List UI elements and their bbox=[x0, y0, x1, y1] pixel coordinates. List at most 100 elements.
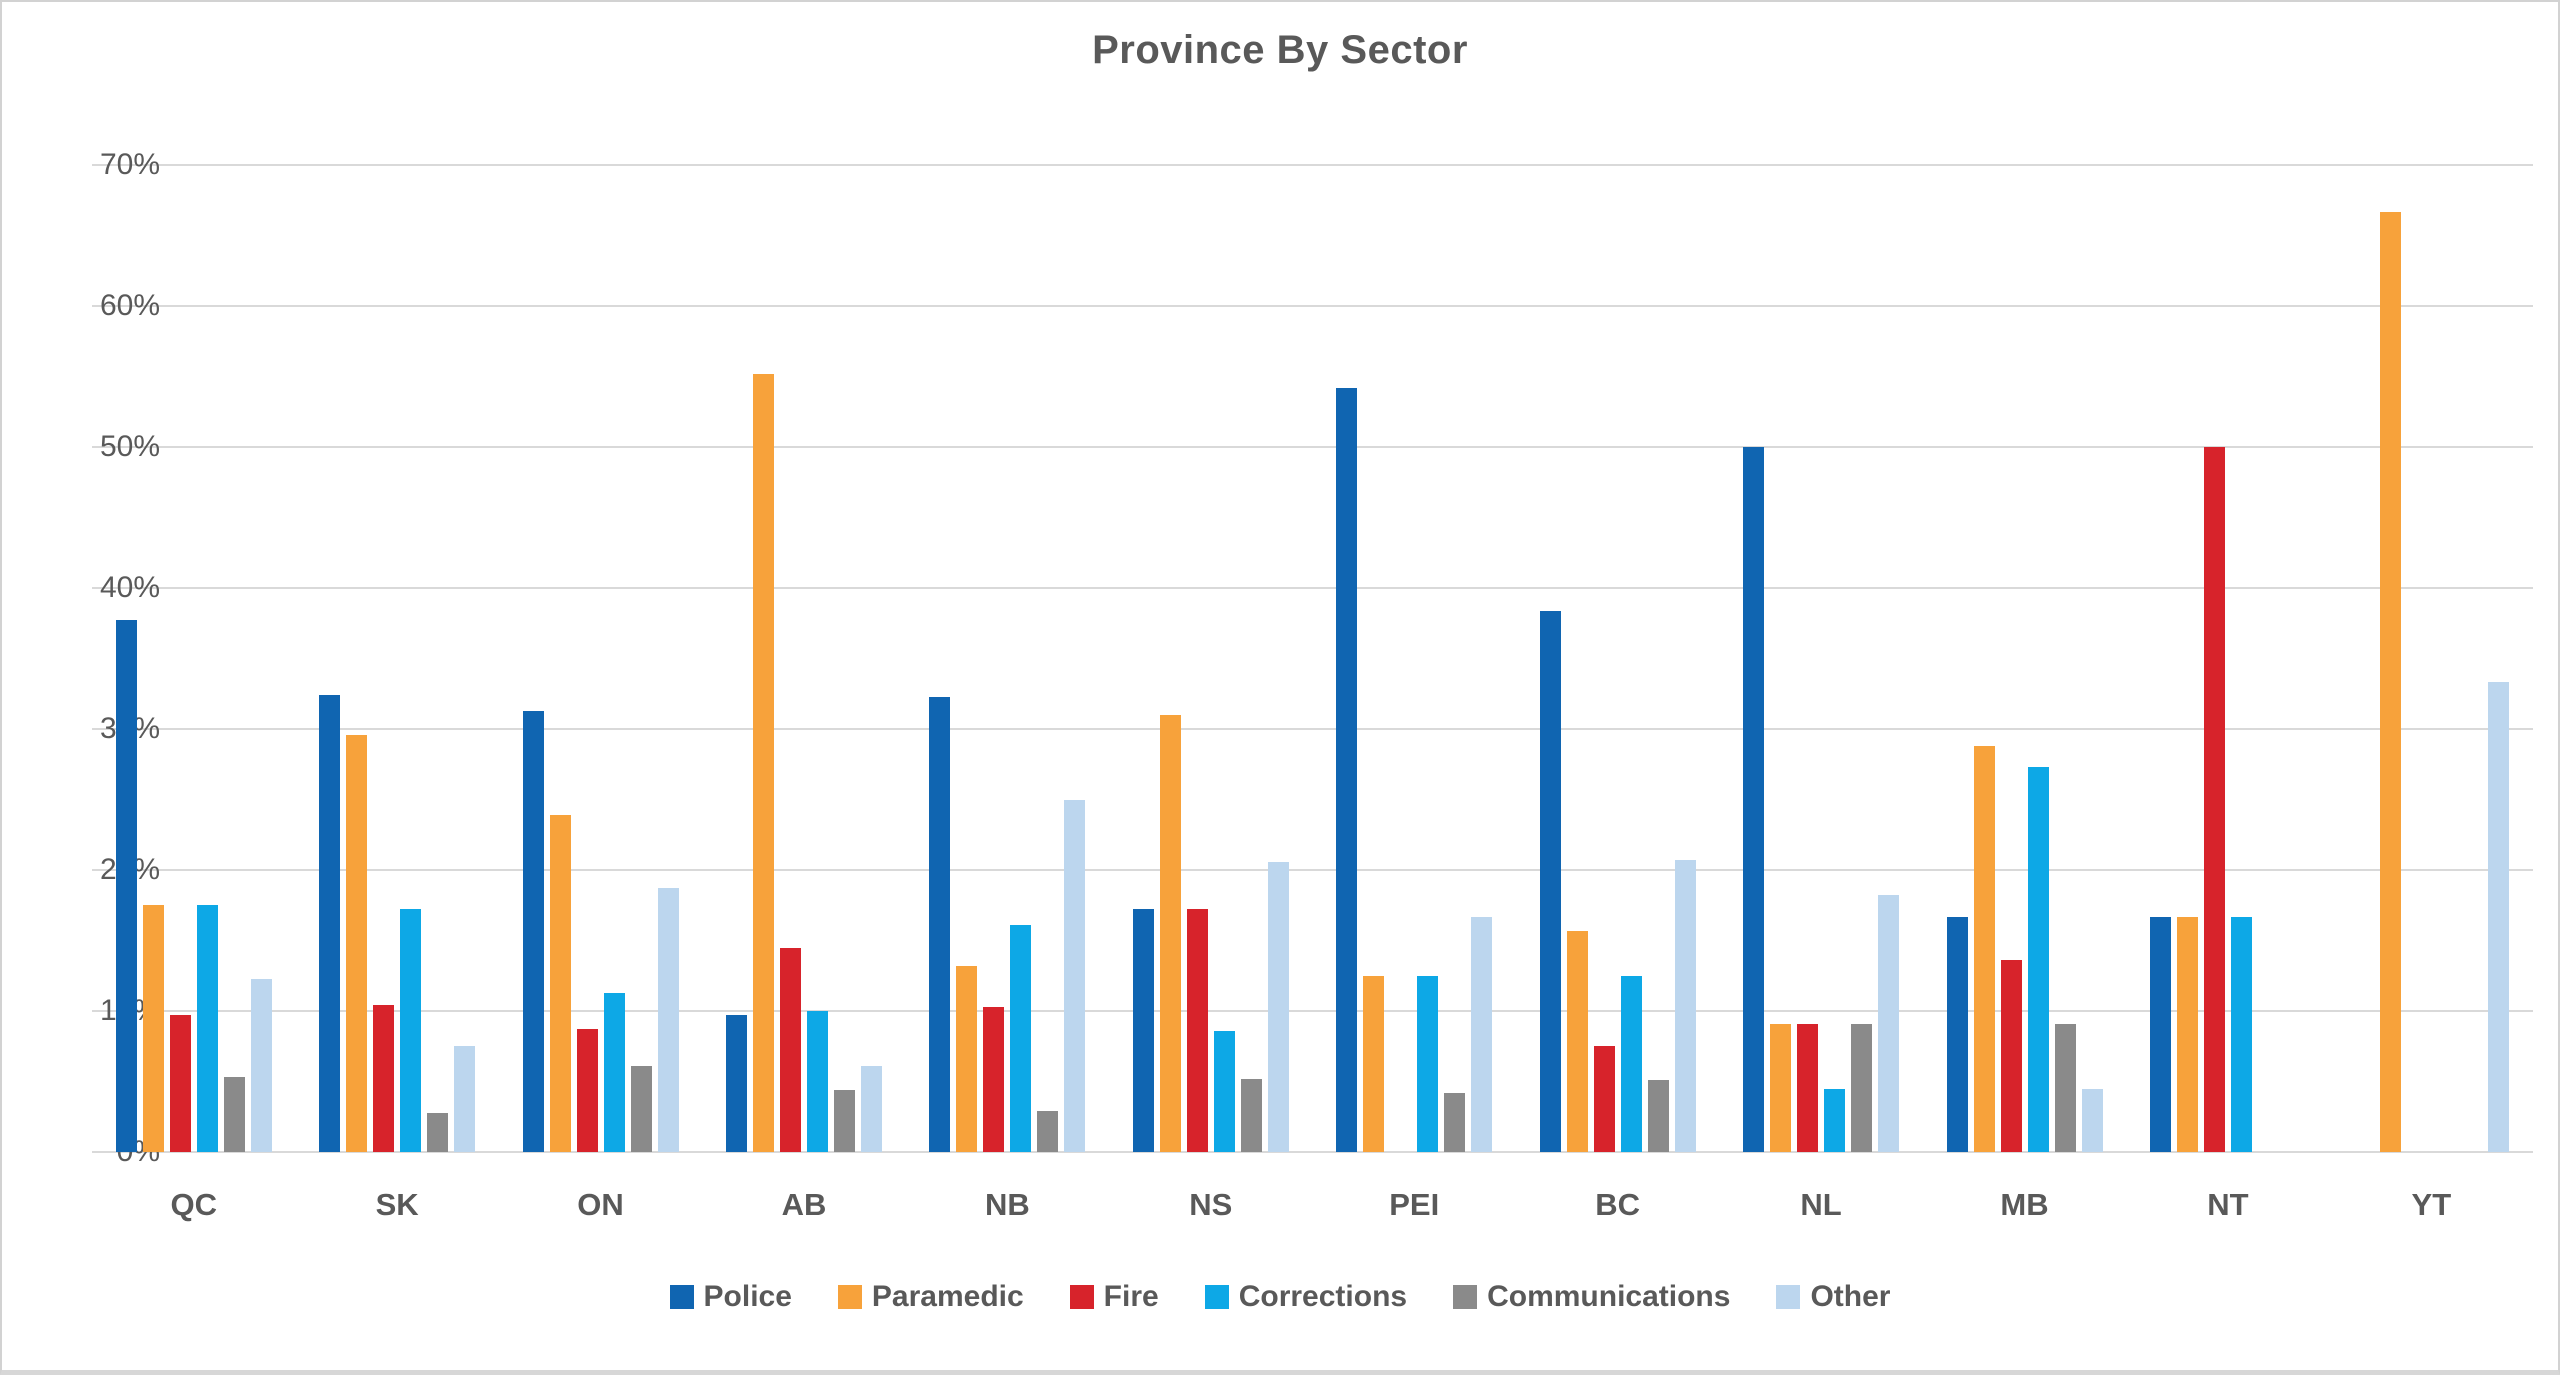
x-axis-label-ab: AB bbox=[781, 1187, 827, 1222]
gridline-30% bbox=[92, 728, 2533, 730]
bar-other-on bbox=[657, 888, 679, 1152]
gridline-70% bbox=[92, 164, 2533, 166]
legend-item-communications: Communications bbox=[1453, 1280, 1730, 1314]
bar-group-NS bbox=[1109, 165, 1312, 1152]
bar-other-nl bbox=[1878, 895, 1900, 1152]
bar-group-NT bbox=[2126, 165, 2329, 1152]
x-axis-label-qc: QC bbox=[170, 1187, 217, 1222]
bar-corrections-nt bbox=[2230, 916, 2252, 1152]
legend-item-paramedic: Paramedic bbox=[837, 1280, 1024, 1314]
legend-item-fire: Fire bbox=[1069, 1280, 1159, 1314]
bar-other-nb bbox=[1064, 799, 1086, 1152]
bar-communications-mb bbox=[2054, 1023, 2076, 1152]
bar-communications-nl bbox=[1851, 1023, 1873, 1152]
x-axis-label-bc: BC bbox=[1595, 1187, 1641, 1222]
bar-corrections-qc bbox=[196, 905, 218, 1152]
y-tick-label-50%: 50% bbox=[99, 430, 160, 463]
bar-other-bc bbox=[1674, 860, 1696, 1152]
legend-swatch-paramedic bbox=[837, 1285, 862, 1309]
bar-other-qc bbox=[250, 978, 272, 1152]
x-axis-label-mb: MB bbox=[2000, 1187, 2049, 1222]
bar-fire-ns bbox=[1186, 909, 1208, 1152]
bar-police-bc bbox=[1539, 610, 1561, 1152]
bar-corrections-nl bbox=[1824, 1088, 1846, 1152]
bar-group-YT bbox=[2330, 165, 2533, 1152]
bar-group-AB bbox=[702, 165, 905, 1152]
x-axis-label-nb: NB bbox=[985, 1187, 1030, 1222]
bar-other-pei bbox=[1471, 916, 1493, 1152]
legend-label-paramedic: Paramedic bbox=[871, 1280, 1024, 1313]
bar-paramedic-on bbox=[549, 815, 571, 1152]
bar-corrections-bc bbox=[1620, 975, 1642, 1152]
bar-group-QC bbox=[92, 165, 295, 1152]
bar-fire-qc bbox=[169, 1015, 191, 1152]
legend-item-other: Other bbox=[1776, 1280, 1890, 1314]
bar-corrections-ab bbox=[806, 1011, 828, 1152]
bar-communications-bc bbox=[1647, 1080, 1669, 1152]
bar-paramedic-pei bbox=[1363, 975, 1385, 1152]
chart-title: Province By Sector bbox=[1092, 28, 1468, 72]
legend-swatch-fire bbox=[1069, 1285, 1094, 1309]
bar-corrections-mb bbox=[2027, 767, 2049, 1152]
bar-paramedic-qc bbox=[142, 905, 164, 1152]
bar-corrections-ns bbox=[1213, 1030, 1235, 1152]
bar-other-yt bbox=[2488, 682, 2510, 1152]
bar-group-NB bbox=[906, 165, 1109, 1152]
plot-area: 0%10%20%30%40%50%60%70% bbox=[92, 148, 2533, 1168]
bar-paramedic-yt bbox=[2380, 211, 2402, 1152]
bar-corrections-on bbox=[603, 992, 625, 1152]
bar-groups-container bbox=[92, 165, 2533, 1152]
bar-paramedic-sk bbox=[346, 734, 368, 1152]
y-tick-label-70%: 70% bbox=[99, 148, 160, 181]
bar-police-qc bbox=[115, 620, 137, 1152]
gridline-40% bbox=[92, 587, 2533, 590]
bar-fire-sk bbox=[373, 1005, 395, 1152]
bar-paramedic-nt bbox=[2176, 916, 2198, 1152]
legend-swatch-other bbox=[1776, 1285, 1801, 1309]
bar-fire-nt bbox=[2203, 447, 2225, 1152]
bar-communications-qc bbox=[223, 1077, 245, 1152]
gridline-20% bbox=[92, 869, 2533, 872]
legend-swatch-corrections bbox=[1204, 1285, 1229, 1309]
legend-item-police: Police bbox=[669, 1280, 792, 1314]
x-axis-label-sk: SK bbox=[375, 1187, 419, 1222]
gridline-50% bbox=[92, 446, 2533, 448]
bar-police-sk bbox=[319, 695, 341, 1152]
bar-group-ON bbox=[499, 165, 702, 1152]
bar-paramedic-ab bbox=[752, 373, 774, 1152]
bar-paramedic-nl bbox=[1770, 1023, 1792, 1152]
x-axis-label-yt: YT bbox=[2411, 1187, 2452, 1222]
bar-other-sk bbox=[454, 1046, 476, 1152]
bar-corrections-nb bbox=[1010, 925, 1032, 1152]
bar-police-pei bbox=[1336, 387, 1358, 1152]
legend-item-corrections: Corrections bbox=[1204, 1280, 1407, 1314]
bar-communications-ns bbox=[1240, 1078, 1262, 1152]
x-axis-label-on: ON bbox=[577, 1187, 624, 1222]
bar-paramedic-ns bbox=[1159, 714, 1181, 1152]
bar-corrections-pei bbox=[1417, 975, 1439, 1152]
bar-police-ab bbox=[725, 1015, 747, 1152]
x-axis-label-nt: NT bbox=[2207, 1187, 2249, 1222]
x-axis-label-nl: NL bbox=[1800, 1187, 1842, 1222]
bar-police-nt bbox=[2149, 916, 2171, 1152]
legend-label-other: Other bbox=[1810, 1280, 1891, 1313]
x-axis-label-pei: PEI bbox=[1389, 1187, 1440, 1222]
bar-communications-nb bbox=[1037, 1111, 1059, 1152]
bar-fire-mb bbox=[2000, 960, 2022, 1152]
bar-other-mb bbox=[2081, 1088, 2103, 1152]
bar-group-SK bbox=[295, 165, 498, 1152]
bar-communications-sk bbox=[427, 1112, 449, 1152]
bar-other-ab bbox=[860, 1066, 882, 1152]
bar-fire-nl bbox=[1797, 1023, 1819, 1152]
legend-label-communications: Communications bbox=[1487, 1280, 1731, 1313]
bar-corrections-sk bbox=[400, 909, 422, 1152]
y-tick-label-60%: 60% bbox=[99, 289, 160, 322]
bar-fire-bc bbox=[1593, 1046, 1615, 1152]
bar-police-mb bbox=[1946, 916, 1968, 1152]
bar-police-on bbox=[522, 710, 544, 1152]
bar-communications-on bbox=[630, 1066, 652, 1152]
bar-paramedic-bc bbox=[1566, 930, 1588, 1152]
bar-police-nl bbox=[1743, 447, 1765, 1152]
legend-label-police: Police bbox=[703, 1280, 792, 1313]
